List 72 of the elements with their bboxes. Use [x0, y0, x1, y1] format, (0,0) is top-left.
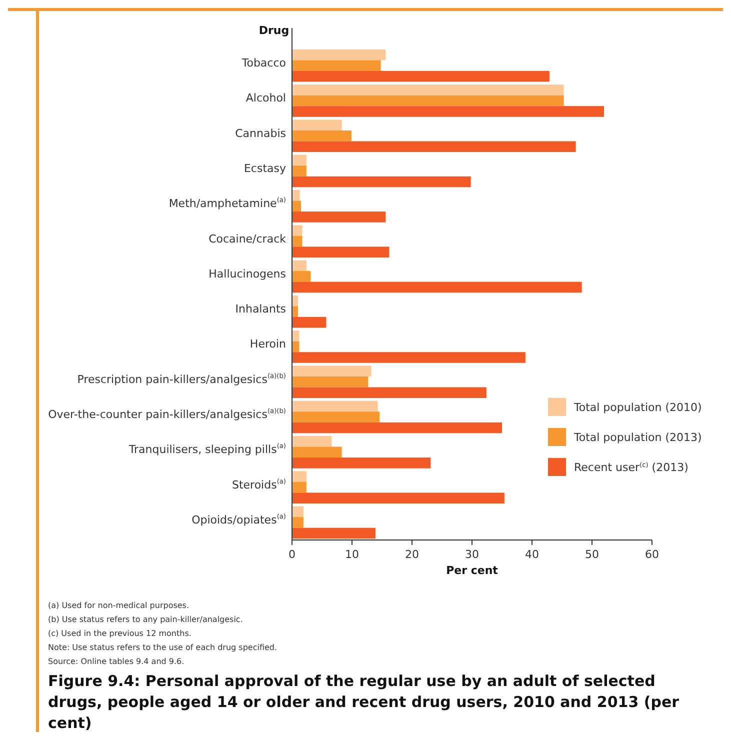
bar [292, 471, 306, 482]
bar [292, 422, 502, 434]
bar [292, 458, 431, 468]
legend-label: Total population (2010) [573, 401, 702, 414]
bar [292, 316, 326, 328]
bar [292, 60, 381, 71]
bar [292, 271, 311, 282]
y-tick-label: Cocaine/crack [208, 232, 287, 246]
bar [292, 95, 564, 106]
bar [292, 436, 332, 447]
text: (b) Use status refers to any pain-killer/analgesic. [48, 615, 243, 624]
bar [292, 141, 576, 152]
y-tick-label: Ecstasy [244, 162, 286, 176]
bar [292, 330, 300, 342]
bar [292, 517, 304, 528]
bar [292, 120, 342, 130]
y-tick-label: Over-the-counter pain-killers/analgesics$^{(a)(b)}$ [48, 406, 286, 422]
y-tick-label: Cannabis [235, 126, 286, 140]
bar [292, 387, 486, 398]
y-tick-label: Tranquilisers, sleeping pills$^{(a)}$ [128, 442, 286, 456]
x-axis-title: Per cent [446, 564, 498, 577]
bar [292, 282, 582, 293]
legend-label: Recent user$^{(c)}$ (2013) [574, 461, 688, 474]
y-tick-label: Hallucinogens [208, 267, 286, 280]
bar [292, 492, 504, 504]
text: Note: Use status refers to the use of each drug specified. [48, 643, 278, 652]
bar [292, 225, 302, 236]
x-tick-label: 60 [645, 548, 659, 561]
y-tick-label: Tobacco [240, 56, 286, 70]
text: Figure 9.4: Personal approval of the regular use by an adult of selected drugs, people aged 14 or older and recent drug users, 2010 and 2013 (per cent) [48, 672, 680, 732]
bar [292, 352, 526, 363]
bar [292, 106, 604, 117]
bar [292, 400, 378, 412]
y-tick-label: Alcohol [246, 92, 286, 105]
bar [292, 212, 386, 222]
y-axis-title: Drug [258, 24, 290, 37]
bar [292, 49, 386, 60]
bar [292, 306, 298, 317]
y-tick-label: Heroin [250, 338, 286, 351]
x-tick-label: 50 [585, 548, 599, 561]
x-tick-label: 40 [525, 548, 539, 561]
bar [292, 154, 306, 166]
y-tick-label: Prescription pain-killers/analgesics$^{(a)(b)}$ [77, 372, 286, 386]
legend-label: Total population (2013) [573, 431, 702, 444]
x-tick-label: 30 [465, 548, 479, 561]
text: (a) Used for non-medical purposes. [48, 601, 190, 610]
bar [292, 506, 304, 518]
y-tick-label: Steroids$^{(a)}$ [232, 477, 286, 492]
bar [292, 70, 550, 82]
source-note: Source: Online tables 9.4 and 9.6. [48, 657, 184, 666]
bar [292, 482, 306, 493]
bar [292, 176, 471, 188]
bar [292, 246, 390, 258]
bar [292, 84, 564, 96]
bar [292, 260, 306, 272]
x-tick-label: 10 [345, 548, 359, 561]
bar [292, 446, 342, 458]
bar [292, 190, 300, 201]
bar [292, 366, 372, 376]
bar [292, 236, 302, 247]
bar [292, 166, 306, 176]
bar [292, 376, 368, 388]
x-tick-label: 0 [288, 548, 296, 561]
bar [292, 528, 376, 539]
bar [292, 412, 380, 422]
y-tick-label: Opioids/opiates$^{(a)}$ [192, 512, 286, 526]
x-tick-label: 20 [405, 548, 419, 561]
bar [292, 130, 352, 142]
text: (c) Used in the previous 12 months. [48, 629, 192, 638]
y-tick-label: Inhalants [235, 302, 286, 316]
bar [292, 200, 301, 212]
y-tick-label: Meth/amphetamine$^{(a)}$ [168, 196, 286, 210]
